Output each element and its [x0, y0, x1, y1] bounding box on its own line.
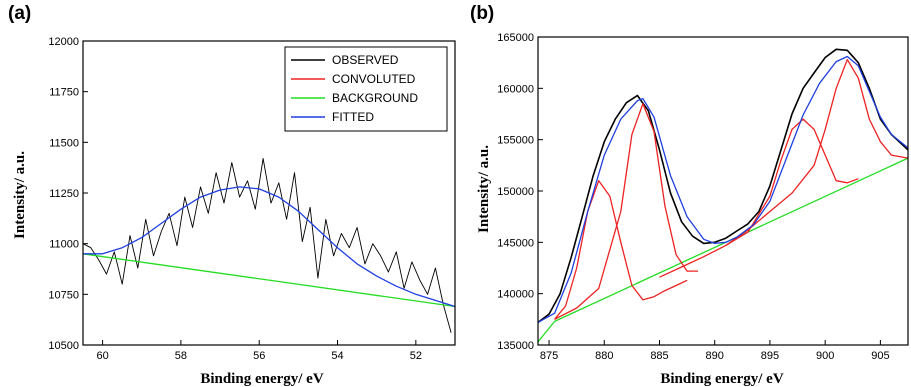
panel-b-ticks: 875 880 885 890 895 900 905 135000 140000 145000 1… — [497, 32, 889, 362]
x-tick-label: 58 — [175, 350, 187, 362]
legend-label-background: BACKGROUND — [332, 91, 418, 105]
series-background-line — [537, 157, 909, 343]
series-observed-line — [537, 48, 909, 324]
y-tick-label: 11750 — [49, 87, 79, 99]
series-convoluted-line — [554, 103, 699, 320]
x-tick-label: 895 — [761, 350, 779, 362]
y-tick-label: 11250 — [49, 188, 79, 200]
y-tick-label: 10500 — [48, 340, 79, 352]
panel-b-series — [537, 48, 909, 343]
panel-b-x-axis-title: Binding energy/ eV — [660, 371, 784, 387]
series-convoluted-line — [725, 58, 909, 246]
y-tick-label: 10750 — [48, 289, 79, 301]
x-tick-label: 900 — [816, 350, 834, 362]
series-observed-line — [82, 158, 452, 333]
panel-a-label: (a) — [8, 3, 31, 24]
y-tick-label: 11500 — [49, 137, 79, 149]
legend-label-fitted: FITTED — [332, 110, 374, 124]
y-tick-label: 155000 — [497, 135, 534, 147]
panel-a-plot-frame — [82, 40, 456, 346]
y-tick-label: 12000 — [48, 36, 79, 48]
panel-b-label: (b) — [470, 3, 494, 24]
x-tick-label: 905 — [871, 350, 889, 362]
panel-b-plot-frame — [537, 36, 909, 346]
panel-a-y-axis-title: Intensity/ a.u. — [12, 151, 28, 239]
y-tick-label: 11000 — [49, 239, 79, 251]
legend-box — [284, 46, 448, 132]
x-tick-label: 54 — [331, 350, 343, 362]
x-tick-label: 56 — [253, 350, 265, 362]
x-tick-label: 875 — [540, 350, 558, 362]
panel-b: (b) Intensity/ a.u. Binding energy/ eV 8… — [470, 3, 909, 387]
y-tick-label: 150000 — [497, 186, 534, 198]
x-tick-label: 880 — [595, 350, 613, 362]
x-tick-label: 890 — [706, 350, 724, 362]
x-tick-label: 885 — [650, 350, 668, 362]
series-background-line — [82, 253, 456, 308]
y-tick-label: 160000 — [497, 83, 534, 95]
legend-label-observed: OBSERVED — [332, 53, 399, 67]
panel-a-ticks: 60 58 56 54 52 10500 10750 11000 11250 11500 11750… — [48, 36, 422, 362]
panel-a-x-axis-title: Binding energy/ eV — [200, 371, 324, 387]
legend-label-convoluted: CONVOLUTED — [332, 72, 416, 86]
y-tick-label: 145000 — [497, 237, 534, 249]
panel-a: (a) Intensity/ a.u. Binding energy/ eV 6… — [8, 3, 456, 387]
series-convoluted-line — [554, 180, 688, 320]
x-tick-label: 60 — [96, 350, 108, 362]
x-tick-label: 52 — [410, 350, 422, 362]
y-tick-label: 135000 — [497, 340, 534, 352]
y-tick-label: 165000 — [497, 32, 534, 44]
panel-a-legend: OBSERVED CONVOLUTED BACKGROUND FITTED — [284, 46, 448, 132]
series-convoluted-line — [659, 118, 859, 278]
panel-b-y-axis-title: Intensity/ a.u. — [476, 145, 492, 233]
y-tick-label: 140000 — [497, 289, 534, 301]
panel-a-series — [82, 158, 456, 333]
series-fitted-line — [83, 186, 456, 308]
series-fitted-line — [537, 55, 909, 323]
